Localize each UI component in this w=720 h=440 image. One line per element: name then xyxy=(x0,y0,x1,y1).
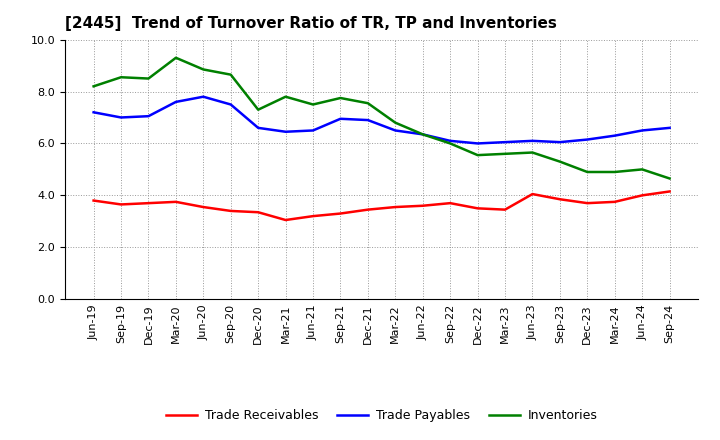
Trade Payables xyxy=(226,102,235,107)
Trade Payables xyxy=(583,137,592,142)
Trade Payables xyxy=(282,129,290,134)
Inventories xyxy=(226,72,235,77)
Trade Payables xyxy=(364,117,372,123)
Inventories xyxy=(282,94,290,99)
Trade Receivables xyxy=(583,201,592,206)
Trade Payables xyxy=(199,94,207,99)
Trade Payables xyxy=(638,128,647,133)
Inventories xyxy=(638,167,647,172)
Trade Receivables xyxy=(199,205,207,210)
Inventories xyxy=(665,176,674,181)
Trade Payables xyxy=(117,115,125,120)
Inventories xyxy=(117,75,125,80)
Trade Receivables xyxy=(254,209,263,215)
Trade Payables xyxy=(611,133,619,138)
Inventories xyxy=(171,55,180,60)
Trade Receivables xyxy=(665,189,674,194)
Trade Receivables xyxy=(556,197,564,202)
Inventories xyxy=(583,169,592,175)
Text: [2445]  Trend of Turnover Ratio of TR, TP and Inventories: [2445] Trend of Turnover Ratio of TR, TP… xyxy=(65,16,557,32)
Inventories xyxy=(611,169,619,175)
Trade Receivables xyxy=(144,201,153,206)
Inventories xyxy=(556,159,564,164)
Trade Receivables xyxy=(418,203,427,209)
Trade Receivables xyxy=(117,202,125,207)
Inventories xyxy=(336,95,345,101)
Legend: Trade Receivables, Trade Payables, Inventories: Trade Receivables, Trade Payables, Inven… xyxy=(161,404,602,427)
Trade Payables xyxy=(446,138,454,143)
Trade Receivables xyxy=(528,191,537,197)
Trade Receivables xyxy=(282,217,290,223)
Trade Receivables xyxy=(364,207,372,212)
Trade Payables xyxy=(418,132,427,137)
Inventories xyxy=(254,107,263,112)
Trade Payables xyxy=(171,99,180,105)
Trade Payables xyxy=(528,138,537,143)
Trade Payables xyxy=(89,110,98,115)
Line: Trade Receivables: Trade Receivables xyxy=(94,191,670,220)
Inventories xyxy=(418,132,427,137)
Inventories xyxy=(199,67,207,72)
Trade Payables xyxy=(144,114,153,119)
Trade Payables xyxy=(391,128,400,133)
Inventories xyxy=(144,76,153,81)
Trade Receivables xyxy=(89,198,98,203)
Trade Receivables xyxy=(226,208,235,213)
Trade Payables xyxy=(309,128,318,133)
Trade Receivables xyxy=(446,201,454,206)
Trade Payables xyxy=(254,125,263,131)
Inventories xyxy=(528,150,537,155)
Trade Receivables xyxy=(391,205,400,210)
Inventories xyxy=(500,151,509,157)
Inventories xyxy=(309,102,318,107)
Trade Receivables xyxy=(638,193,647,198)
Trade Receivables xyxy=(473,205,482,211)
Trade Receivables xyxy=(500,207,509,212)
Line: Inventories: Inventories xyxy=(94,58,670,179)
Inventories xyxy=(446,141,454,146)
Trade Payables xyxy=(336,116,345,121)
Trade Receivables xyxy=(336,211,345,216)
Trade Payables xyxy=(556,139,564,145)
Inventories xyxy=(364,101,372,106)
Trade Receivables xyxy=(171,199,180,205)
Trade Payables xyxy=(665,125,674,131)
Trade Receivables xyxy=(309,213,318,219)
Inventories xyxy=(391,120,400,125)
Inventories xyxy=(89,84,98,89)
Trade Payables xyxy=(500,139,509,145)
Trade Payables xyxy=(473,141,482,146)
Trade Receivables xyxy=(611,199,619,205)
Inventories xyxy=(473,153,482,158)
Line: Trade Payables: Trade Payables xyxy=(94,97,670,143)
